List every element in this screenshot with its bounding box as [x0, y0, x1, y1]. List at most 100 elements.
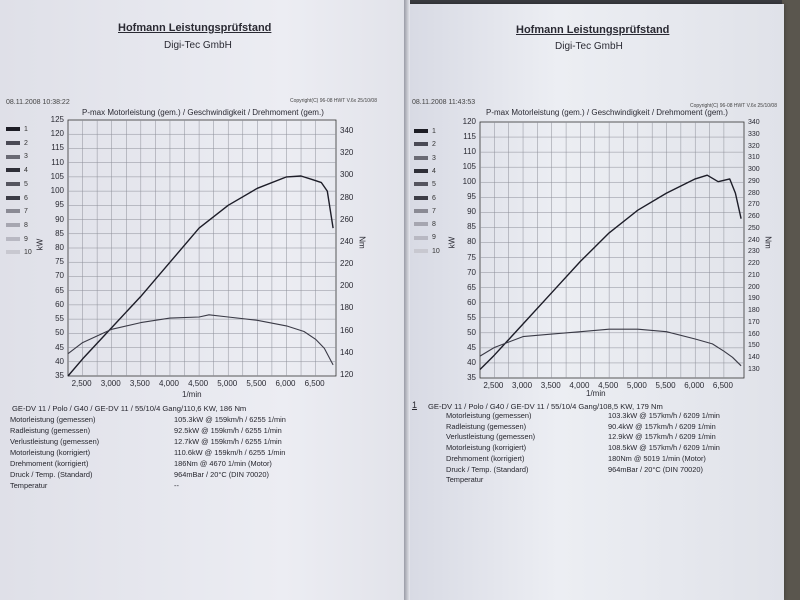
- result-value: 12.9kW @ 157km/h / 6209 1/min: [608, 432, 716, 442]
- x-tick-label: 3,000: [512, 381, 533, 390]
- legend-label: 6: [432, 194, 436, 202]
- legend-item: 6: [6, 195, 28, 202]
- legend-label: 2: [432, 141, 436, 149]
- y-right-tick-label: 320: [340, 148, 354, 158]
- y-left-tick-label: 50: [467, 327, 476, 337]
- x-tick-label: 6,000: [275, 379, 296, 388]
- y-left-tick-label: 110: [463, 147, 476, 157]
- legend-item: 1: [414, 128, 436, 135]
- chart-title: P-max Motorleistung (gem.) / Geschwindig…: [82, 108, 324, 117]
- y-right-label: Nm: [763, 236, 773, 249]
- y-left-tick-label: 50: [55, 328, 64, 338]
- y-left-tick-label: 95: [467, 192, 476, 202]
- legend-label: 1: [24, 126, 28, 133]
- y-right-tick-label: 330: [748, 130, 760, 138]
- legend-item: 2: [414, 141, 436, 148]
- result-value: 186Nm @ 4670 1/min (Motor): [174, 459, 272, 468]
- legend-item: 4: [6, 167, 28, 174]
- y-right-tick-label: 250: [748, 224, 760, 232]
- x-tick-label: 4,000: [158, 379, 179, 388]
- legend-label: 7: [24, 208, 28, 216]
- x-tick-label: 5,500: [655, 381, 676, 390]
- y-right-tick-label: 160: [340, 325, 354, 335]
- y-right-tick-label: 140: [340, 347, 354, 357]
- y-right-tick-label: 200: [748, 283, 760, 291]
- legend-swatch: [6, 236, 20, 241]
- y-right-tick-label: 190: [748, 295, 760, 303]
- legend-swatch: [414, 155, 428, 160]
- legend-swatch: [6, 195, 20, 200]
- company-name: Digi-Tec GmbH: [164, 40, 232, 51]
- legend-label: 4: [432, 167, 436, 175]
- result-value: 105.3kW @ 159km/h / 6255 1/min: [174, 415, 286, 424]
- chart-title: P-max Motorleistung (gem.) / Geschwindig…: [486, 108, 728, 117]
- y-left-tick-label: 65: [467, 282, 476, 292]
- legend-label: 3: [432, 154, 436, 162]
- legend-item: 3: [414, 155, 436, 162]
- x-tick-label: 4,000: [569, 381, 590, 390]
- legend-swatch: [414, 195, 428, 200]
- y-left-tick-label: 100: [50, 186, 64, 196]
- result-label: Temperatur: [446, 475, 484, 485]
- y-right-tick-label: 180: [340, 303, 354, 313]
- copyright: Copyright(C) 96-08 HWT V.6x 25/10/08: [690, 103, 777, 109]
- y-right-tick-label: 310: [748, 154, 760, 162]
- y-left-tick-label: 60: [55, 299, 64, 309]
- torque-curve: [67, 314, 334, 366]
- y-right-tick-label: 270: [748, 201, 760, 209]
- result-label: Motorleistung (gemessen): [446, 411, 532, 420]
- chart-plot: [67, 119, 337, 377]
- y-left-tick-label: 35: [467, 373, 476, 382]
- result-label: Drehmoment (korrigiert): [446, 453, 525, 463]
- legend-item: 6: [414, 195, 436, 202]
- legend-swatch: [6, 127, 20, 132]
- sheet-title: Hofmann Leistungsprüfstand: [516, 24, 670, 36]
- result-label: Motorleistung (gemessen): [10, 415, 96, 424]
- y-right-tick-label: 340: [340, 126, 354, 135]
- x-label: 1/min: [586, 389, 606, 398]
- y-left-tick-label: 55: [55, 314, 64, 324]
- x-tick-label: 2,500: [71, 379, 92, 388]
- y-right-tick-label: 340: [748, 119, 760, 126]
- legend-label: 9: [24, 235, 28, 243]
- legend-label: 10: [24, 249, 32, 257]
- y-left-tick-label: 85: [55, 228, 64, 238]
- result-label: Druck / Temp. (Standard): [446, 464, 529, 474]
- result-value: 180Nm @ 5019 1/min (Motor): [608, 453, 706, 463]
- y-right-tick-label: 300: [748, 166, 760, 174]
- y-right-tick-label: 160: [748, 330, 760, 338]
- legend-item: 4: [414, 168, 436, 175]
- legend-label: 1: [432, 128, 436, 135]
- result-label: Motorleistung (korrigiert): [10, 448, 91, 457]
- legend-label: 8: [432, 221, 436, 229]
- result-label: Radleistung (gemessen): [446, 421, 527, 431]
- y-left-tick-label: 40: [467, 357, 476, 367]
- legend-item: 8: [414, 221, 436, 228]
- result-label: Temperatur: [10, 481, 48, 490]
- y-left-label: kW: [447, 236, 457, 249]
- x-label: 1/min: [182, 390, 202, 399]
- company-name: Digi-Tec GmbH: [555, 41, 623, 52]
- legend-swatch: [6, 209, 20, 214]
- y-right-tick-label: 280: [748, 189, 760, 197]
- timestamp: 08.11.2008 11:43:53: [412, 99, 476, 106]
- legend-item: 5: [414, 181, 436, 188]
- legend-swatch: [414, 235, 428, 240]
- legend-swatch: [414, 248, 428, 253]
- y-right-tick-label: 290: [748, 177, 760, 185]
- legend-label: 6: [24, 194, 28, 202]
- legend-label: 5: [432, 181, 436, 189]
- y-right-tick-label: 150: [748, 342, 760, 350]
- y-right-tick-label: 260: [748, 213, 760, 221]
- y-right-tick-label: 230: [748, 248, 760, 256]
- y-left-tick-label: 125: [50, 115, 64, 124]
- result-label: Motorleistung (korrigiert): [446, 443, 527, 453]
- y-left-tick-label: 85: [467, 222, 476, 232]
- y-left-tick-label: 105: [462, 162, 476, 172]
- legend-swatch: [6, 181, 20, 186]
- y-left-tick-label: 90: [55, 214, 64, 224]
- y-right-tick-label: 240: [748, 236, 760, 244]
- result-label: Radleistung (gemessen): [10, 426, 91, 435]
- torque-curve: [479, 328, 742, 367]
- printout-left: Hofmann Leistungsprüfstand Digi-Tec GmbH…: [0, 0, 406, 600]
